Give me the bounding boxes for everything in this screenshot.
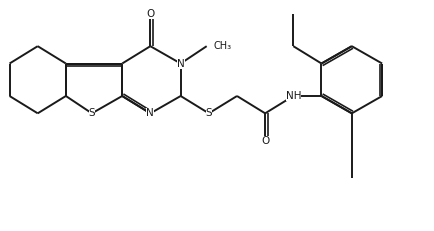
Text: S: S — [205, 108, 212, 118]
Text: NH: NH — [285, 91, 300, 101]
Text: N: N — [146, 108, 154, 118]
Text: N: N — [176, 58, 184, 69]
Text: CH₃: CH₃ — [213, 41, 231, 51]
Text: S: S — [89, 108, 95, 118]
Text: O: O — [260, 137, 269, 146]
Text: O: O — [146, 9, 154, 19]
